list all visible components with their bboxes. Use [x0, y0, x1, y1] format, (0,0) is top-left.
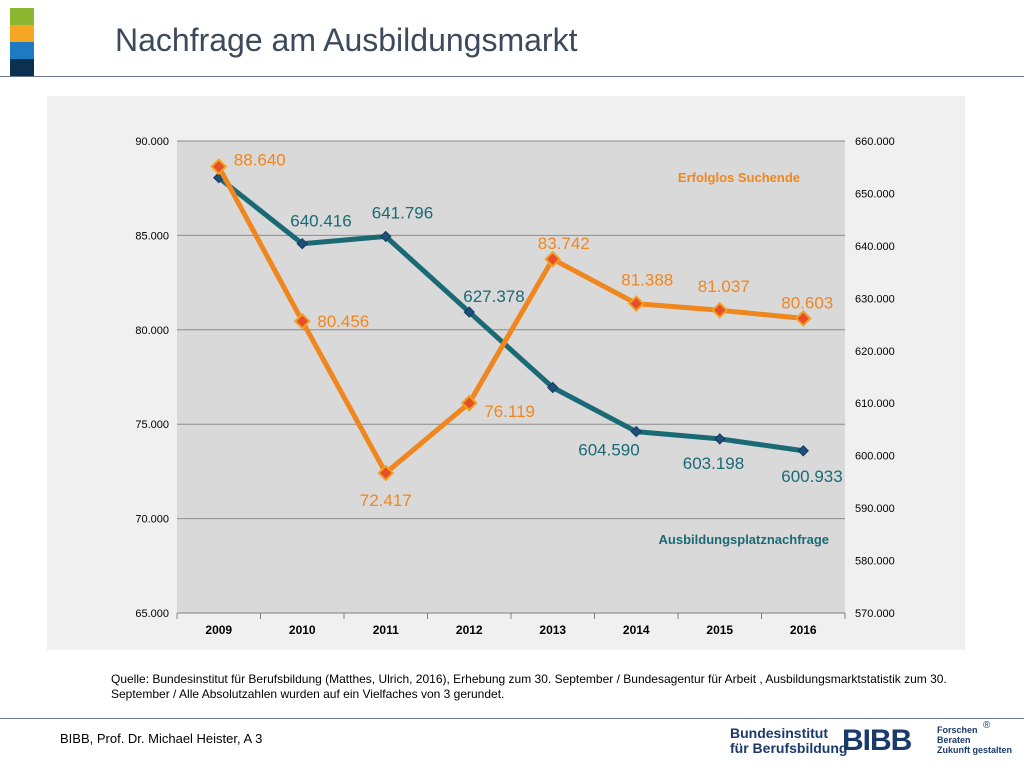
- series-marker: [547, 381, 559, 394]
- y-right-tick-label: 570.000: [855, 608, 895, 620]
- teal-data-label: 604.590: [578, 441, 639, 460]
- series-marker: [630, 425, 642, 438]
- header-divider: [0, 76, 1024, 77]
- brand-stripe-orange: [10, 25, 34, 42]
- plot-background: [177, 141, 845, 613]
- teal-data-label: 640.416: [290, 212, 351, 231]
- y-left-tick-label: 75.000: [135, 419, 169, 431]
- series-marker: [711, 301, 729, 319]
- logo-institute-name: Bundesinstitut für Berufsbildung: [730, 726, 847, 756]
- orange-data-label: 80.603: [781, 293, 833, 312]
- series-marker: [794, 310, 812, 327]
- y-right-tick-label: 610.000: [855, 398, 895, 410]
- y-left-tick-label: 85.000: [135, 230, 169, 242]
- orange-data-label: 81.037: [698, 277, 750, 296]
- x-tick-label: 2015: [706, 623, 733, 637]
- y-left-tick-label: 70.000: [135, 514, 169, 526]
- logo-tag-1: Forschen: [937, 725, 978, 735]
- series-name-erfolglos-suchende: Erfolglos Suchende: [678, 170, 800, 185]
- series-marker: [627, 295, 645, 313]
- series-name-ausbildungsplatznachfrage: Ausbildungsplatznachfrage: [659, 532, 829, 547]
- orange-data-label: 88.640: [234, 151, 286, 170]
- teal-data-label: 603.198: [683, 454, 744, 473]
- x-tick-label: 2014: [623, 623, 650, 637]
- series-marker: [714, 433, 726, 445]
- orange-data-label: 83.742: [538, 234, 590, 253]
- y-right-tick-label: 640.000: [855, 241, 895, 253]
- series-marker: [210, 158, 228, 176]
- source-note: Quelle: Bundesinstitut für Berufsbildung…: [111, 672, 947, 701]
- footer-author: BIBB, Prof. Dr. Michael Heister, A 3: [60, 731, 263, 746]
- logo-mark: BIBB: [842, 724, 912, 757]
- series-line: [216, 165, 804, 476]
- logo-line-2: für Berufsbildung: [730, 740, 848, 756]
- y-right-tick-label: 650.000: [855, 188, 895, 200]
- y-right-tick-label: 590.000: [855, 503, 895, 515]
- brand-stripe-navy: [10, 59, 34, 76]
- line-chart: 65.000 70.000 75.000 80.000 85.000 90.000 570.…: [135, 136, 895, 637]
- y-right-tick-label: 660.000: [855, 136, 895, 148]
- teal-data-label: 627.378: [463, 287, 524, 306]
- x-tick-label: 2010: [289, 623, 316, 637]
- series-marker: [293, 312, 311, 330]
- y-right-tick-label: 630.000: [855, 293, 895, 305]
- teal-data-label: 600.933: [781, 467, 842, 486]
- series-marker: [380, 230, 392, 243]
- series-marker: [797, 445, 809, 457]
- series-marker: [463, 306, 475, 318]
- brand-stripe-blue: [10, 42, 34, 59]
- x-tick-label: 2009: [205, 623, 232, 637]
- logo-line-1: Bundesinstitut: [730, 725, 828, 741]
- series-marker: [544, 250, 562, 268]
- brand-stripe-green: [10, 8, 34, 25]
- series-marker: [460, 394, 478, 412]
- x-tick-label: 2012: [456, 623, 483, 637]
- orange-data-label: 72.417: [360, 491, 412, 510]
- logo-tag-3: Zukunft gestalten: [937, 745, 1013, 755]
- series-marker: [377, 464, 395, 482]
- bibb-logo: Bundesinstitut für Berufsbildung BIBB Fo…: [730, 720, 1020, 764]
- y-left-tick-label: 65.000: [135, 608, 169, 620]
- x-tick-label: 2013: [539, 623, 566, 637]
- orange-data-label: 76.119: [484, 402, 535, 421]
- series-line: [217, 175, 804, 454]
- orange-data-label: 81.388: [621, 271, 673, 290]
- x-tick-label: 2016: [790, 623, 817, 637]
- page-title: Nachfrage am Ausbildungsmarkt: [115, 22, 578, 58]
- footer-divider: [0, 718, 1024, 719]
- series-marker: [296, 238, 308, 250]
- y-left-tick-label: 90.000: [135, 136, 169, 148]
- x-tick-label: 2011: [373, 623, 399, 637]
- logo-tagline: Forschen Beraten Zukunft gestalten: [937, 725, 1012, 755]
- chart-area: 65.000 70.000 75.000 80.000 85.000 90.000 570.…: [47, 96, 965, 650]
- teal-data-label: 641.796: [372, 203, 433, 222]
- y-left-tick-label: 80.000: [135, 325, 169, 337]
- orange-data-label: 80.456: [317, 312, 369, 331]
- y-right-tick-label: 580.000: [855, 556, 895, 568]
- registered-mark: ®: [983, 720, 991, 731]
- y-right-tick-label: 620.000: [855, 346, 895, 358]
- y-right-tick-label: 600.000: [855, 451, 895, 463]
- logo-tag-2: Beraten: [937, 735, 971, 745]
